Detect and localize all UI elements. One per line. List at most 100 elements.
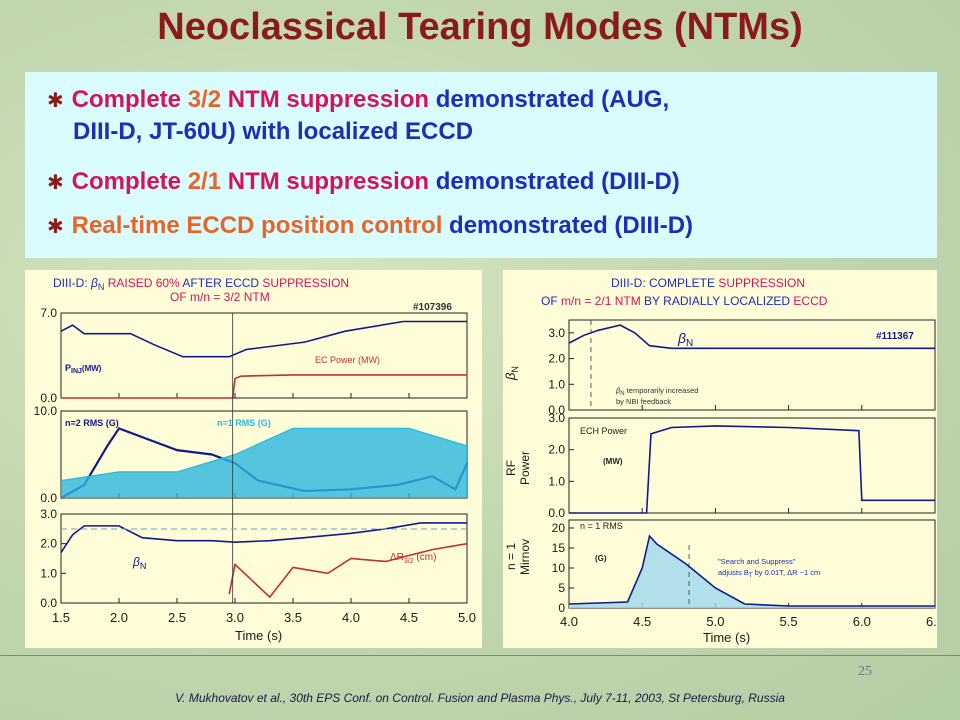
ech-power-unit: (MW)	[603, 457, 623, 466]
bullet-1: ✱ Complete 3/2 NTM suppression demonstra…	[47, 86, 669, 146]
series-area	[569, 536, 935, 608]
panel-frame	[60, 513, 468, 604]
left-header-line2: OF m/n = 3/2 NTM	[170, 290, 270, 304]
x-tick-label: 6.0	[853, 614, 871, 629]
series-line	[60, 522, 467, 554]
right-ylabel-3a: n = 1	[504, 543, 518, 570]
y-tick-label: 0	[558, 601, 565, 615]
x-tick-label: 5.0	[706, 614, 724, 629]
series-line	[228, 542, 468, 599]
b3-demonstrated: demonstrated (DIII-D)	[442, 212, 694, 239]
right-ylabel-2a: RF	[504, 460, 518, 476]
x-tick-label: 4.0	[342, 610, 360, 625]
y-tick-label: 1.0	[548, 377, 565, 391]
x-tick-label: 1.5	[52, 610, 70, 625]
x-tick-label: 2.5	[168, 610, 186, 625]
y-tick-label: 2.0	[40, 537, 57, 551]
footer-divider	[0, 655, 960, 656]
bullet-marker-icon: ✱	[47, 216, 64, 238]
x-tick-label: 2.0	[110, 610, 128, 625]
series-area	[61, 428, 467, 498]
right-shot-number: #111367	[876, 331, 914, 342]
series-line	[60, 427, 468, 482]
betaN-label: βN	[132, 555, 146, 571]
b1-complete: Complete	[71, 86, 188, 113]
panel-frame	[60, 312, 468, 399]
x-tick-label: 4.0	[560, 614, 578, 629]
y-tick-label: 3.0	[40, 507, 57, 521]
x-tick-label: 5.0	[458, 610, 476, 625]
right-header-line1: DIII-D: COMPLETE SUPPRESSION	[611, 276, 805, 290]
x-tick-label: 4.5	[633, 614, 651, 629]
nbi-note-2: by NBI feedback	[616, 397, 671, 406]
x-tick-label: 4.5	[400, 610, 418, 625]
left-figure: DIII-D: βN RAISED 60% AFTER ECCD SUPPRES…	[25, 270, 482, 648]
page-number: 25	[858, 664, 872, 679]
nbi-note-1: βN temporarily increased	[615, 386, 698, 397]
b2-mode: 2/1	[187, 168, 222, 195]
bullet-marker-icon: ✱	[47, 90, 64, 112]
ech-power-label: ECH Power	[580, 426, 627, 436]
n1-rms-label-right: n = 1 RMS	[580, 521, 623, 531]
y-tick-label: 3.0	[548, 411, 565, 425]
panel-frame	[568, 417, 936, 514]
y-tick-label: 0.0	[40, 491, 57, 505]
y-tick-label: 0.0	[40, 391, 57, 405]
b2-complete: Complete	[71, 168, 188, 195]
y-tick-label: 1.0	[548, 474, 565, 488]
left-xlabel: Time (s)	[235, 628, 282, 643]
bullet-box: ✱ Complete 3/2 NTM suppression demonstra…	[25, 72, 937, 258]
right-header-line2: OF m/n = 2/1 NTM BY RADIALLY LOCALIZED E…	[541, 294, 828, 308]
y-tick-label: 7.0	[40, 306, 57, 320]
bullet-3: ✱ Real-time ECCD position control demons…	[47, 212, 693, 240]
b2-demonstrated: demonstrated (DIII-D)	[429, 168, 680, 195]
n1-rms-unit: (G)	[595, 554, 607, 563]
deltaR-label: ΔR3/2 (cm)	[390, 552, 436, 565]
series-line	[568, 534, 935, 607]
panel-frame	[568, 319, 936, 411]
b1-mode: 3/2	[187, 86, 222, 113]
y-tick-label: 0.0	[548, 506, 565, 520]
y-tick-label: 10	[552, 561, 566, 575]
y-tick-label: 15	[552, 541, 566, 555]
series-line	[569, 425, 935, 514]
right-figure: DIII-D: COMPLETE SUPPRESSION OF m/n = 2/…	[503, 270, 944, 648]
left-shot-number: #107396	[413, 302, 452, 313]
b1-suppression: suppression	[279, 86, 430, 113]
x-tick-label: 5.5	[780, 614, 798, 629]
citation: V. Mukhovatov et al., 30th EPS Conf. on …	[175, 691, 785, 705]
bullet-marker-icon: ✱	[47, 172, 64, 194]
right-betaN-label: βN	[677, 330, 693, 349]
series-line	[61, 374, 467, 399]
b2-ntm: NTM	[221, 168, 280, 195]
b1-demonstrated: demonstrated (AUG,	[429, 86, 670, 113]
right-ylabel-1: βN	[503, 366, 520, 381]
y-tick-label: 2.0	[548, 443, 565, 457]
ec-power-label: EC Power (MW)	[315, 355, 380, 365]
y-tick-label: 10.0	[34, 404, 58, 418]
y-tick-label: 2.0	[548, 352, 565, 366]
right-ylabel-2b: Power	[518, 451, 532, 485]
y-tick-label: 3.0	[548, 326, 565, 340]
y-tick-label: 1.0	[40, 566, 57, 580]
y-tick-label: 20	[552, 521, 566, 535]
x-tick-label: 6.5	[926, 614, 937, 629]
series-line	[60, 320, 467, 358]
left-header-line1: DIII-D: βN RAISED 60% AFTER ECCD SUPPRES…	[53, 276, 349, 292]
x-tick-label: 3.0	[226, 610, 244, 625]
right-ylabel-3b: Mirnov	[518, 539, 532, 575]
y-tick-label: 0.0	[548, 403, 565, 417]
left-chart: DIII-D: βN RAISED 60% AFTER ECCD SUPPRES…	[34, 276, 476, 643]
right-xlabel: Time (s)	[703, 630, 750, 645]
slide-title: Neoclassical Tearing Modes (NTMs)	[157, 6, 803, 48]
search-suppress-note: "Search and Suppress"	[718, 557, 796, 566]
bullet-2: ✱ Complete 2/1 NTM suppression demonstra…	[47, 168, 680, 196]
n2-rms-label: n=2 RMS (G)	[65, 418, 119, 428]
y-tick-label: 0.0	[40, 596, 57, 610]
y-tick-label: 5	[558, 581, 565, 595]
pinj-label: PINJ(MW)	[65, 363, 102, 375]
series-line	[568, 324, 935, 350]
x-tick-label: 3.5	[284, 610, 302, 625]
n1-rms-label: n=1 RMS (G)	[217, 418, 271, 428]
b1-ntm: NTM	[221, 86, 280, 113]
